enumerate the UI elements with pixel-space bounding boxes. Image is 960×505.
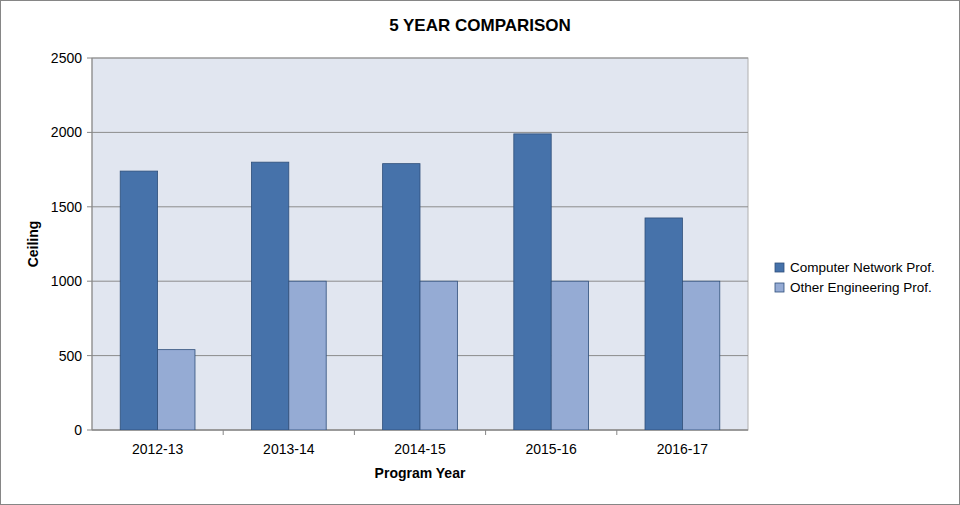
y-tick-label: 2500 <box>51 50 82 66</box>
legend-swatch <box>775 263 784 272</box>
bar <box>120 171 157 430</box>
x-tick <box>354 430 355 435</box>
y-tick <box>87 206 92 207</box>
y-tick-label: 2000 <box>51 124 82 140</box>
y-tick <box>87 430 92 431</box>
bar <box>514 134 551 430</box>
y-tick <box>87 355 92 356</box>
y-tick-label: 500 <box>59 348 83 364</box>
x-axis-title: Program Year <box>375 465 466 481</box>
chart-border <box>1 1 960 505</box>
bar <box>158 350 195 430</box>
x-tick <box>616 430 617 435</box>
x-tick-label: 2015-16 <box>526 441 578 457</box>
bar <box>645 218 682 430</box>
legend-swatch <box>775 283 784 292</box>
x-tick-label: 2013-14 <box>263 441 315 457</box>
y-axis-title: Ceiling <box>25 221 41 268</box>
bars <box>120 134 720 430</box>
x-tick-label: 2016-17 <box>657 441 709 457</box>
bar <box>420 281 457 430</box>
chart-svg: 0 500 1000 1500 2000 2500 2012-13 2013-14 2014-1… <box>0 0 960 505</box>
chart-container: 0 500 1000 1500 2000 2500 2012-13 2013-14 2014-1… <box>0 0 960 505</box>
y-axis <box>92 58 93 430</box>
bar <box>251 162 288 430</box>
y-tick-label: 1500 <box>51 199 82 215</box>
legend-label: Computer Network Prof. <box>790 260 935 275</box>
y-tick-label: 0 <box>74 422 82 438</box>
chart-title: 5 YEAR COMPARISON <box>389 16 571 35</box>
plot-area <box>92 58 748 430</box>
x-tick <box>223 430 224 435</box>
grid-line <box>92 132 748 133</box>
grid-line <box>92 58 748 59</box>
legend-label: Other Engineering Prof. <box>790 280 932 295</box>
y-tick <box>87 281 92 282</box>
bar <box>551 281 588 430</box>
x-tick-label: 2014-15 <box>394 441 446 457</box>
y-tick <box>87 132 92 133</box>
y-tick-label: 1000 <box>51 273 82 289</box>
x-tick-label: 2012-13 <box>132 441 184 457</box>
x-tick <box>485 430 486 435</box>
y-tick <box>87 58 92 59</box>
bar <box>682 281 719 430</box>
bar <box>289 281 326 430</box>
bar <box>383 164 420 430</box>
